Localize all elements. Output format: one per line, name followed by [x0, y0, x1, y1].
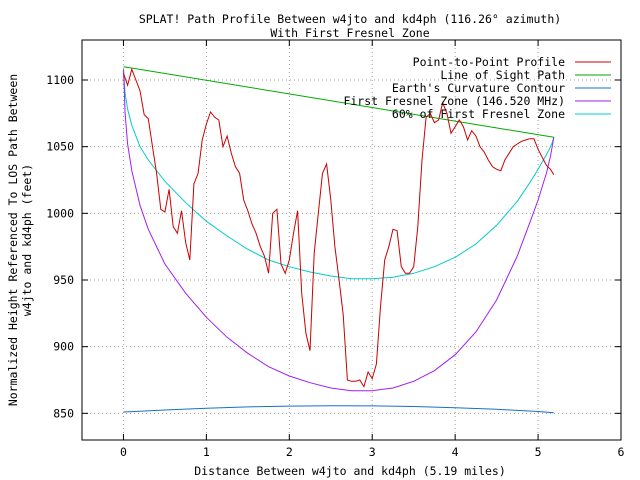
x-tick-label: 0	[120, 445, 127, 459]
legend-label: First Fresnel Zone (146.520 MHz)	[343, 94, 565, 108]
series-line-1	[123, 66, 554, 138]
x-axis-label: Distance Between w4jto and kd4ph (5.19 m…	[194, 464, 506, 478]
legend-label: Earth's Curvature Contour	[392, 81, 565, 95]
x-tick-label: 6	[618, 445, 625, 459]
axis-ticks: 0 1 2 3 4 5 6 850 900 950 1000 1050 1100	[46, 40, 625, 459]
y-tick-label: 950	[53, 273, 74, 287]
chart-title: SPLAT! Path Profile Between w4jto and kd…	[139, 12, 561, 26]
y-axis-label-line1: Normalized Height Referenced To LOS Path…	[6, 74, 20, 406]
y-tick-label: 1050	[46, 140, 74, 154]
plot-area-border	[81, 39, 622, 441]
y-tick-label: 1100	[46, 73, 74, 87]
y-tick-label: 1000	[46, 206, 74, 220]
legend-label: Point-to-Point Profile	[413, 55, 565, 69]
series-lines	[123, 66, 555, 414]
x-tick-label: 4	[452, 445, 459, 459]
legend-label: 60% of First Fresnel Zone	[392, 107, 565, 121]
x-tick-label: 3	[369, 445, 376, 459]
series-line-0	[123, 67, 555, 388]
chart-subtitle: With First Fresnel Zone	[270, 26, 429, 40]
y-axis-label-line2: w4jto and kd4ph (feet)	[20, 164, 34, 316]
x-tick-label: 1	[203, 445, 210, 459]
x-tick-label: 2	[286, 445, 293, 459]
series-line-2	[123, 405, 554, 414]
y-tick-label: 850	[53, 406, 74, 420]
series-line-4	[123, 69, 555, 280]
x-tick-label: 5	[535, 445, 542, 459]
legend-label: Line of Sight Path	[440, 68, 565, 82]
y-tick-label: 900	[53, 340, 74, 354]
series-line-3	[123, 69, 555, 392]
